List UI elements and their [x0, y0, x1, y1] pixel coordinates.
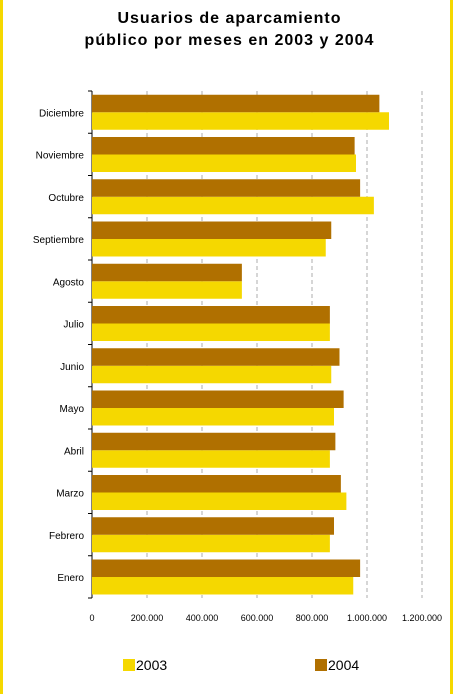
- x-tick-label-4: 800.000: [296, 613, 329, 623]
- legend-swatch-2003: [123, 659, 135, 671]
- x-tick-label-6: 1.200.000: [402, 613, 442, 623]
- bar-2004-julio: [92, 306, 330, 324]
- category-label-noviembre: Noviembre: [36, 151, 85, 162]
- x-tick-label-2: 400.000: [186, 613, 219, 623]
- x-tick-label-3: 600.000: [241, 613, 274, 623]
- bar-2004-septiembre: [92, 221, 332, 239]
- bar-2004-octubre: [92, 179, 361, 197]
- x-tick-label-5: 1.000.000: [347, 613, 387, 623]
- category-label-marzo: Marzo: [56, 489, 84, 500]
- category-label-febrero: Febrero: [49, 531, 84, 542]
- category-label-septiembre: Septiembre: [33, 235, 85, 246]
- legend-label-2003: 2003: [136, 657, 168, 673]
- chart-title-line-1: Usuarios de aparcamiento: [117, 10, 342, 27]
- category-label-octubre: Octubre: [48, 193, 84, 204]
- chart-title: Usuarios de aparcamiento público por mes…: [3, 8, 453, 52]
- category-label-julio: Julio: [63, 320, 84, 331]
- bar-2003-marzo: [92, 492, 347, 510]
- legend-item-2004: 2004: [315, 657, 359, 673]
- category-label-enero: Enero: [57, 573, 84, 584]
- bar-2003-septiembre: [92, 239, 326, 257]
- bar-2003-octubre: [92, 196, 374, 215]
- bar-2003-julio: [92, 323, 330, 341]
- x-tick-label-1: 200.000: [131, 613, 164, 623]
- bar-2004-enero: [92, 559, 361, 577]
- category-label-diciembre: Diciembre: [39, 108, 84, 119]
- category-label-junio: Junio: [60, 362, 84, 373]
- legend-swatch-2004: [315, 659, 327, 671]
- bar-2003-junio: [92, 365, 332, 384]
- bar-2003-agosto: [92, 281, 242, 299]
- legend: 2003 2004: [3, 657, 453, 677]
- bar-2003-febrero: [92, 534, 330, 553]
- legend-item-2003: 2003: [123, 657, 167, 673]
- bar-2004-noviembre: [92, 137, 355, 155]
- category-label-abril: Abril: [64, 446, 84, 457]
- bar-2004-mayo: [92, 390, 344, 408]
- bar-2003-diciembre: [92, 112, 389, 130]
- bar-2003-noviembre: [92, 154, 356, 172]
- bar-2004-marzo: [92, 475, 341, 493]
- chart-title-line-2: público por meses en 2003 y 2004: [84, 32, 375, 49]
- category-label-agosto: Agosto: [53, 277, 85, 288]
- category-label-mayo: Mayo: [60, 404, 85, 415]
- bar-2003-mayo: [92, 408, 334, 426]
- bar-2003-abril: [92, 450, 330, 468]
- bar-2004-diciembre: [92, 94, 380, 113]
- bar-2003-enero: [92, 577, 354, 595]
- bar-2004-junio: [92, 348, 340, 366]
- bar-2004-agosto: [92, 263, 242, 282]
- x-tick-label-0: 0: [89, 613, 94, 623]
- bar-2004-abril: [92, 432, 336, 451]
- legend-label-2004: 2004: [328, 657, 360, 673]
- bar-chart: Enero Febrero Marzo Abril Mayo Junio Julio Agos…: [33, 90, 442, 623]
- bar-2004-febrero: [92, 517, 334, 535]
